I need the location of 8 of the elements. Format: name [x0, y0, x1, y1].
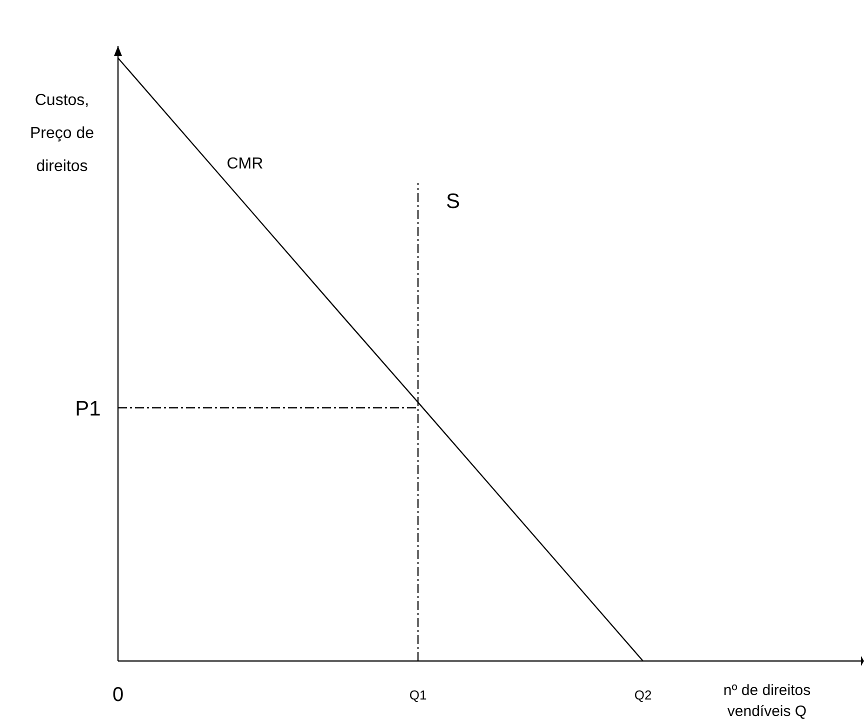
y-axis-title: Custos, Preço de direitos	[30, 92, 94, 175]
x-tick-label: Q1	[409, 688, 427, 702]
x-tick-label: Q2	[634, 688, 652, 702]
x-tick-label: 0	[112, 684, 124, 706]
ref-line-label: P1	[75, 398, 101, 421]
ref-line-label: S	[446, 190, 460, 213]
x-axis-title: nº de direitos vendíveis Q	[723, 682, 811, 720]
series-label: CMR	[226, 155, 264, 172]
